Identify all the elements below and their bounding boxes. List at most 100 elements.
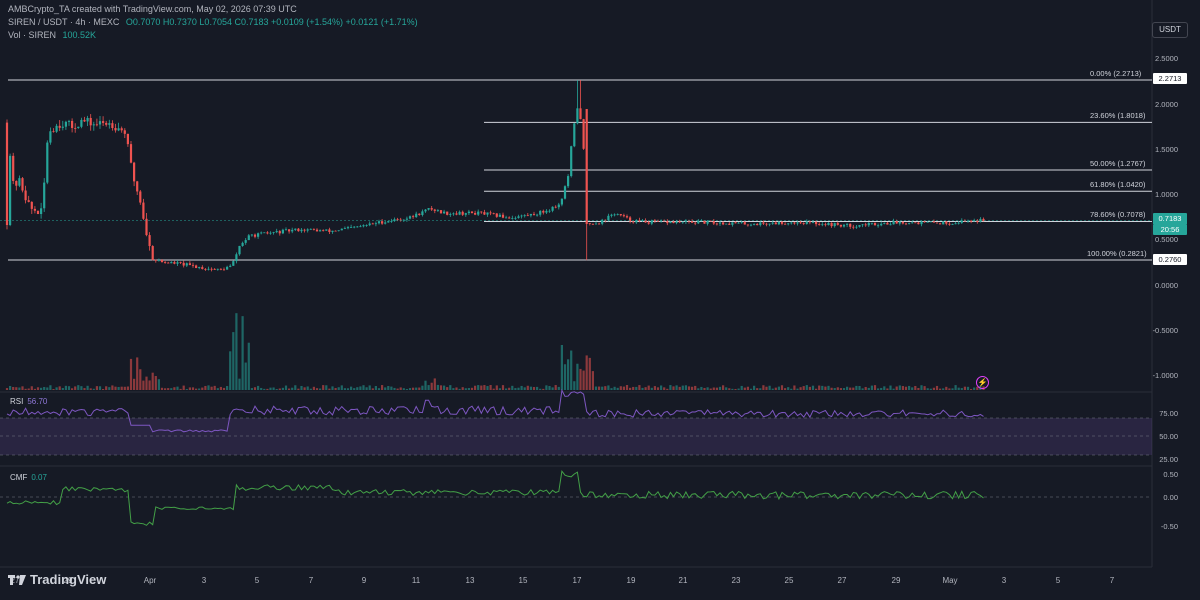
volume-bar	[567, 359, 570, 390]
candle-body	[365, 225, 368, 226]
volume-bar	[920, 385, 923, 390]
volume-bar	[439, 385, 443, 390]
price-axis-tick: 0.5000	[1155, 235, 1178, 245]
candle-body	[399, 219, 402, 221]
volume-bar	[647, 385, 650, 390]
volume-bar	[58, 386, 61, 390]
candle-body	[734, 222, 737, 224]
candle-body	[616, 214, 619, 215]
candle-body	[746, 224, 749, 226]
volume-bar	[520, 385, 523, 390]
candle-body	[278, 231, 281, 234]
candle-body	[322, 230, 325, 232]
candle-body	[694, 222, 697, 224]
volume-bar	[275, 388, 278, 390]
candle-body	[170, 262, 173, 264]
volume-bar	[281, 387, 284, 390]
candle-body	[895, 221, 898, 224]
candle-body	[145, 218, 148, 236]
volume-bar	[570, 350, 573, 390]
candle-body	[790, 222, 793, 224]
volume-bar	[780, 385, 784, 390]
candle-body	[545, 210, 548, 213]
candle-body	[266, 232, 269, 234]
candle-body	[839, 224, 842, 227]
candle-body	[495, 213, 498, 217]
candle-body	[191, 264, 195, 266]
volume-bar	[49, 385, 52, 390]
candle-body	[123, 130, 126, 134]
candle-body	[55, 125, 58, 132]
cmf-value: 0.07	[31, 473, 47, 482]
volume-bar	[477, 385, 480, 390]
volume-bar	[185, 388, 188, 390]
volume-bar	[768, 385, 771, 390]
candle-body	[470, 211, 474, 214]
volume-bar	[601, 386, 604, 390]
volume-bar	[15, 387, 18, 390]
volume-bar	[622, 386, 625, 390]
volume-bar	[619, 386, 622, 390]
candle-body	[362, 225, 365, 227]
volume-bar	[61, 388, 64, 390]
candle-body	[846, 223, 849, 225]
candle-body	[157, 260, 160, 261]
fib-level-label: 78.60% (0.7078)	[1090, 210, 1146, 220]
candle-body	[238, 245, 241, 255]
time-axis-tick: 3	[201, 576, 207, 585]
candle-body	[334, 230, 337, 232]
volume-bar	[402, 388, 405, 390]
candle-body	[387, 221, 390, 223]
candle-body	[253, 234, 257, 237]
candle-body	[483, 212, 486, 215]
candle-body	[117, 128, 120, 131]
candle-body	[216, 268, 219, 270]
flash-icon[interactable]: ⚡	[976, 376, 989, 389]
cmf-line	[6, 469, 984, 526]
volume-bar	[873, 385, 877, 390]
volume-bar	[55, 387, 58, 390]
symbol-line[interactable]: SIREN / USDT · 4h · MEXC	[8, 17, 120, 27]
candle-body	[715, 223, 718, 225]
time-axis-tick: 5	[1055, 576, 1061, 585]
volume-bar	[297, 388, 300, 390]
volume-bar	[151, 372, 154, 390]
rsi-band	[0, 418, 1152, 455]
volume-bar	[204, 385, 207, 390]
candle-body	[489, 212, 492, 214]
rsi-label: RSI 56.70	[10, 397, 47, 406]
volume-bar	[740, 385, 743, 390]
candle-body	[415, 213, 418, 218]
volume-bar	[818, 385, 821, 390]
volume-bar	[805, 385, 808, 390]
candle-body	[743, 222, 746, 225]
candle-body	[71, 120, 74, 128]
candle-body	[260, 232, 263, 234]
candle-body	[811, 221, 815, 223]
cmf-axis-000: 0.00	[1163, 493, 1178, 502]
volume-bar	[551, 387, 554, 390]
volume-bar	[684, 385, 687, 390]
volume-bar	[722, 385, 725, 390]
candle-body	[204, 268, 207, 270]
volume-bar	[703, 387, 706, 390]
volume-bar	[210, 386, 213, 390]
volume-bar	[672, 386, 675, 390]
candle-body	[188, 263, 191, 265]
volume-bar	[644, 387, 647, 390]
time-axis-tick: 23	[731, 576, 741, 585]
tradingview-logo[interactable]: TradingView	[8, 572, 106, 587]
candle-body	[331, 230, 334, 233]
volume-bar	[368, 385, 371, 390]
volume-bar	[266, 388, 269, 390]
volume-bar	[111, 385, 114, 390]
volume-bar	[526, 385, 529, 390]
candle-body	[148, 235, 151, 247]
volume-bar	[257, 385, 260, 390]
volume-bar	[765, 386, 768, 390]
volume-bar	[650, 387, 653, 390]
currency-button[interactable]: USDT	[1152, 22, 1188, 38]
volume-bar	[486, 386, 489, 390]
